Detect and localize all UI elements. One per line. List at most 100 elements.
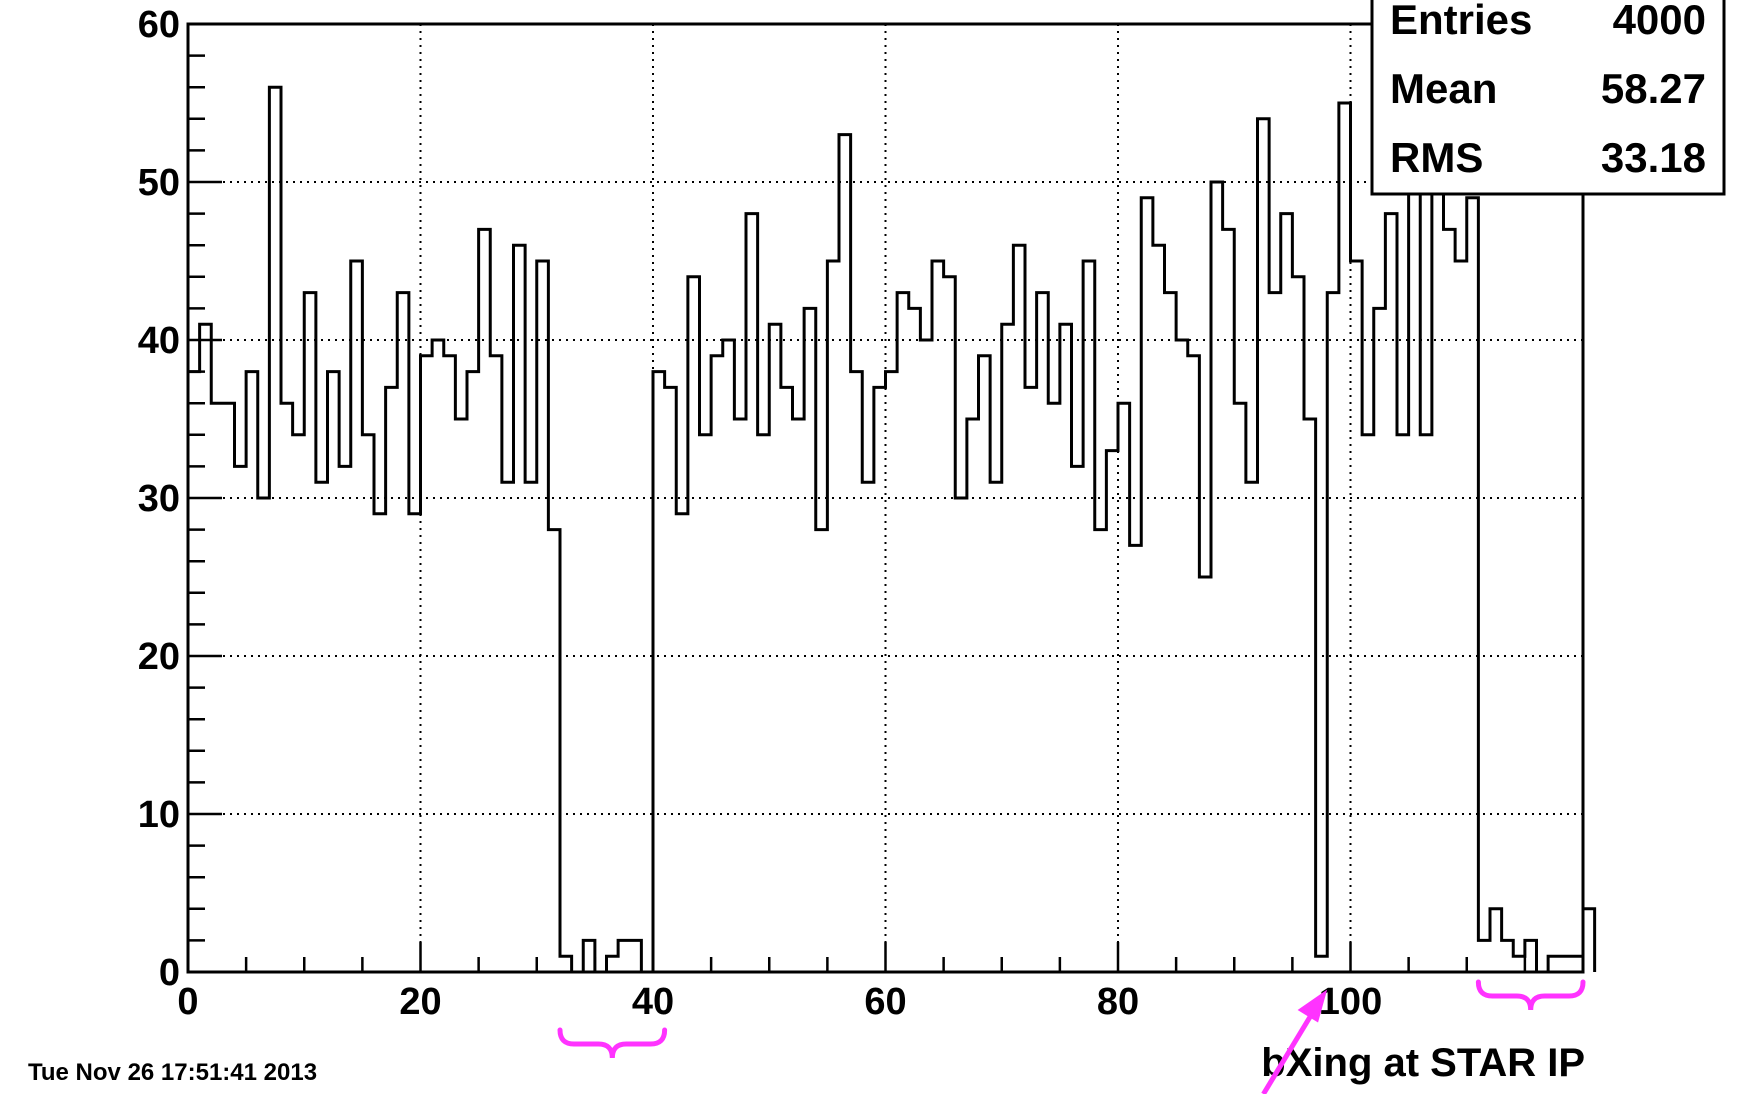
histogram-bin xyxy=(607,956,619,972)
histogram-bin xyxy=(1106,451,1118,972)
histogram-bin xyxy=(1234,403,1246,972)
histogram-bin xyxy=(990,482,1002,972)
histogram-bin xyxy=(1072,466,1084,972)
histogram-bin xyxy=(769,324,781,972)
y-tick-label: 30 xyxy=(138,478,180,520)
stats-rms-value: 33.18 xyxy=(1601,134,1706,181)
histogram-bin xyxy=(397,293,409,972)
x-tick-label: 60 xyxy=(864,981,906,1023)
histogram-bin xyxy=(514,245,526,972)
histogram-bin xyxy=(1141,198,1153,972)
histogram-bin xyxy=(374,514,386,972)
histogram-bin xyxy=(618,940,630,972)
histogram-bin xyxy=(525,482,537,972)
histogram-bin xyxy=(1165,293,1177,972)
histogram-bin xyxy=(932,261,944,972)
y-tick-label: 50 xyxy=(138,162,180,204)
histogram-bin xyxy=(665,387,677,972)
histogram-bin xyxy=(1258,119,1270,972)
histogram-bin xyxy=(1211,182,1223,972)
histogram-bin xyxy=(1281,214,1293,972)
x-axis-title: bXing at STAR IP xyxy=(1261,1041,1585,1085)
histogram-bin xyxy=(758,435,770,972)
y-tick-label: 0 xyxy=(159,952,180,994)
histogram-bin xyxy=(1246,482,1258,972)
histogram-bin xyxy=(583,940,595,972)
histogram-bin xyxy=(1292,277,1304,972)
annotation-arrow-head xyxy=(1297,989,1328,1023)
histogram-bin xyxy=(1478,940,1490,972)
histogram-bin xyxy=(316,482,328,972)
histogram-bin xyxy=(676,514,688,972)
annotation-brace-left xyxy=(557,1027,668,1059)
histogram-bin xyxy=(1013,245,1025,972)
histogram-bin xyxy=(1502,940,1514,972)
histogram-bin xyxy=(548,530,560,972)
histogram-bin xyxy=(897,293,909,972)
plot-frame xyxy=(186,22,1585,974)
histogram-bin xyxy=(1153,245,1165,972)
histogram-bin xyxy=(967,419,979,972)
histogram-bin xyxy=(653,372,665,972)
histogram-bin xyxy=(734,419,746,972)
histogram-bin xyxy=(211,403,223,972)
histogram-bin xyxy=(1060,324,1072,972)
histogram-bin xyxy=(1327,293,1339,972)
histogram-bin xyxy=(700,435,712,972)
histogram-bin xyxy=(862,482,874,972)
histogram-bin xyxy=(1432,150,1444,972)
histogram-bin xyxy=(1025,387,1037,972)
histogram-bin xyxy=(1304,419,1316,972)
histogram-bin xyxy=(793,419,805,972)
histogram-bin xyxy=(1095,530,1107,972)
annotation-brace-right xyxy=(1475,979,1586,1011)
histogram-bin xyxy=(1199,577,1211,972)
histogram-bin xyxy=(386,387,398,972)
histogram-bin xyxy=(351,261,363,972)
x-tick-label: 0 xyxy=(177,981,198,1023)
histogram-bin xyxy=(1490,909,1502,972)
histogram-bin xyxy=(804,308,816,972)
histogram-bin xyxy=(188,372,200,972)
stats-rms-label: RMS xyxy=(1390,134,1483,181)
histogram-bin xyxy=(1176,340,1188,972)
stats-box-frame xyxy=(1370,0,1726,196)
histogram-bin xyxy=(444,356,456,972)
histogram-bin xyxy=(816,530,828,972)
histogram-bin xyxy=(1351,261,1363,972)
histogram-bin xyxy=(979,356,991,972)
histogram-bin xyxy=(909,308,921,972)
histogram-bin xyxy=(1571,956,1583,972)
stats-box: Entries 4000 Mean 58.27 RMS 33.18 xyxy=(1370,0,1726,196)
annotations xyxy=(557,979,1586,1094)
timestamp: Tue Nov 26 17:51:41 2013 xyxy=(28,1059,317,1086)
histogram-bin xyxy=(688,277,700,972)
histogram-bin xyxy=(851,372,863,972)
histogram-bin xyxy=(1048,403,1060,972)
histogram-bin xyxy=(1385,214,1397,972)
histogram-bin xyxy=(479,229,491,972)
histogram-bin xyxy=(1374,308,1386,972)
histogram-bin xyxy=(246,372,258,972)
histogram-bin xyxy=(781,387,793,972)
histogram-bin xyxy=(1269,293,1281,972)
histogram-bin xyxy=(1083,261,1095,972)
histogram-bin xyxy=(746,214,758,972)
histogram-bin xyxy=(235,466,247,972)
histogram-bin xyxy=(1362,435,1374,972)
histogram-bin xyxy=(490,356,502,972)
histogram-bin xyxy=(560,956,572,972)
histogram-bin xyxy=(1118,403,1130,972)
stats-entries-label: Entries xyxy=(1390,0,1532,43)
histogram-bin xyxy=(1525,940,1537,972)
histogram-bin xyxy=(711,356,723,972)
histogram-bin xyxy=(537,261,549,972)
histogram-bin xyxy=(362,435,374,972)
histogram-bin xyxy=(339,466,351,972)
histogram-bin xyxy=(886,372,898,972)
histogram-bin xyxy=(269,87,281,972)
histogram-bin xyxy=(1002,324,1014,972)
histogram-bin xyxy=(1455,261,1467,972)
histogram-bin xyxy=(200,324,212,972)
